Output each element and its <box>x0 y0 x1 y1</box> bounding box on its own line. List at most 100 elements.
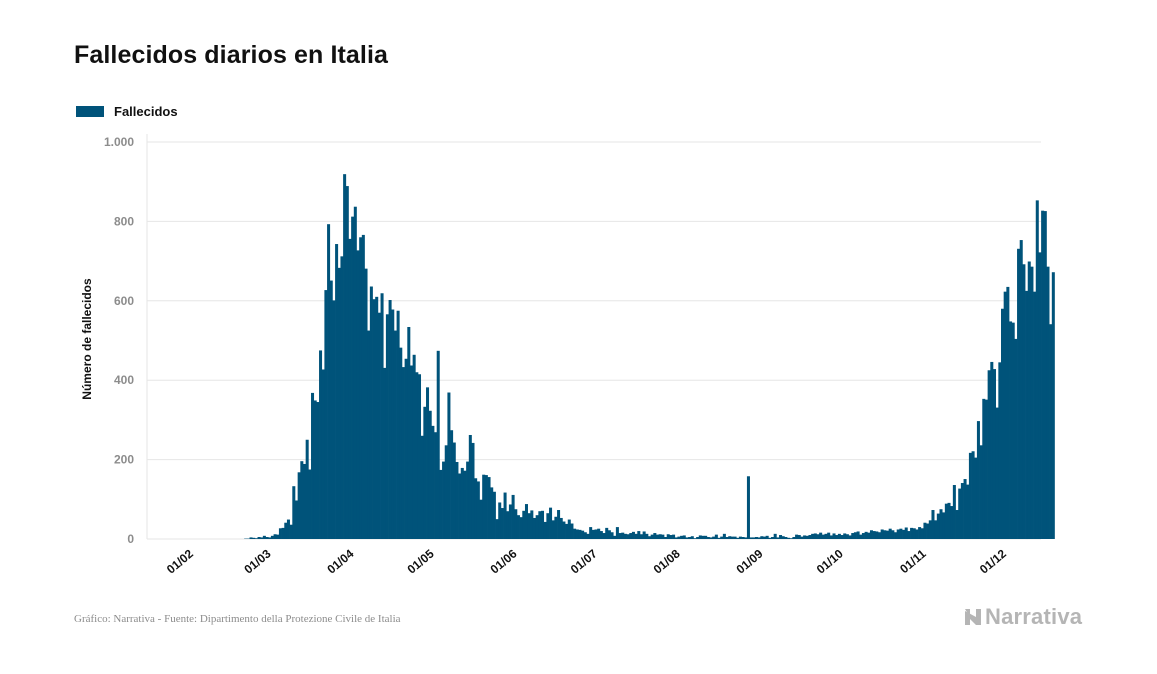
bar <box>573 528 577 539</box>
bar <box>899 528 903 539</box>
bar <box>249 537 253 539</box>
bar <box>321 369 325 539</box>
bar <box>992 369 996 539</box>
bar <box>498 502 502 539</box>
bar <box>958 488 962 539</box>
bar <box>294 500 298 539</box>
bar <box>492 491 496 539</box>
bar <box>404 358 408 539</box>
bar <box>966 484 970 539</box>
bar <box>998 362 1002 539</box>
bar <box>621 532 625 539</box>
bar <box>656 534 660 539</box>
bar <box>952 485 956 539</box>
bar <box>904 527 908 539</box>
y-tick-label: 0 <box>127 532 134 546</box>
bar <box>327 224 331 539</box>
bar <box>717 537 721 539</box>
bar <box>353 206 357 539</box>
bar <box>733 536 737 539</box>
bar <box>845 534 849 539</box>
bar <box>514 509 518 539</box>
bar <box>741 537 745 539</box>
grid-lines <box>146 134 1041 540</box>
bar <box>800 536 804 539</box>
bar <box>757 537 761 539</box>
bar <box>527 513 531 539</box>
bar <box>1030 266 1034 539</box>
bar <box>578 529 582 539</box>
bar <box>955 510 959 539</box>
bar <box>685 537 689 539</box>
bar <box>260 537 264 539</box>
bar <box>575 529 579 539</box>
bar <box>714 534 718 539</box>
bar <box>752 537 756 539</box>
bar <box>471 442 475 539</box>
bar <box>768 537 772 539</box>
bar <box>581 530 585 539</box>
bar <box>337 267 341 539</box>
x-tick-label: 01/05 <box>405 546 437 576</box>
bar <box>479 499 483 539</box>
brand-logo: Narrativa <box>963 604 1082 630</box>
bar <box>650 534 654 539</box>
bar <box>944 503 948 539</box>
bar <box>303 463 307 539</box>
bar <box>554 516 558 539</box>
bar <box>928 520 932 539</box>
bar <box>252 537 256 539</box>
bar <box>589 527 593 539</box>
bar <box>880 529 884 539</box>
bar <box>618 533 622 539</box>
bar <box>1001 308 1005 539</box>
bar <box>508 504 512 539</box>
bar <box>305 439 309 539</box>
narrativa-logo-icon <box>965 609 981 625</box>
bar <box>787 537 791 539</box>
bar <box>605 527 609 539</box>
x-tick-label: 01/03 <box>241 546 273 576</box>
bar <box>615 527 619 539</box>
bar <box>602 533 606 539</box>
bar <box>570 523 574 539</box>
bar <box>730 536 734 539</box>
bar <box>348 238 352 539</box>
x-tick-label: 01/11 <box>897 546 929 576</box>
bar <box>490 487 494 539</box>
bar <box>597 528 601 539</box>
bar <box>262 535 266 539</box>
bar <box>1043 211 1047 539</box>
bar <box>401 367 405 539</box>
bar <box>987 370 991 539</box>
bar <box>907 531 911 539</box>
bar <box>626 534 630 539</box>
bar <box>960 483 964 539</box>
bar <box>613 535 617 539</box>
bar <box>754 537 758 539</box>
bar <box>915 529 919 539</box>
bar <box>728 536 732 539</box>
bar <box>910 527 914 539</box>
y-tick-label: 600 <box>114 294 134 308</box>
bar <box>463 470 467 539</box>
bar <box>543 521 547 539</box>
bar <box>559 517 563 539</box>
bar <box>361 234 365 539</box>
bar <box>736 537 740 539</box>
bar <box>762 536 766 539</box>
bar <box>428 410 432 539</box>
bar <box>409 365 413 539</box>
bar <box>629 533 633 539</box>
bar <box>284 522 288 539</box>
bar <box>439 469 443 539</box>
source-note: Gráfico: Narrativa - Fuente: Dipartiment… <box>74 613 401 625</box>
bar <box>939 509 943 539</box>
bar <box>458 473 462 539</box>
bar <box>519 517 523 539</box>
bar <box>276 534 280 539</box>
bar <box>623 533 627 539</box>
x-axis-ticks: 01/02 01/03 01/04 01/05 01/06 01/07 01/08 01/09… <box>164 546 1009 576</box>
bar <box>289 524 293 539</box>
